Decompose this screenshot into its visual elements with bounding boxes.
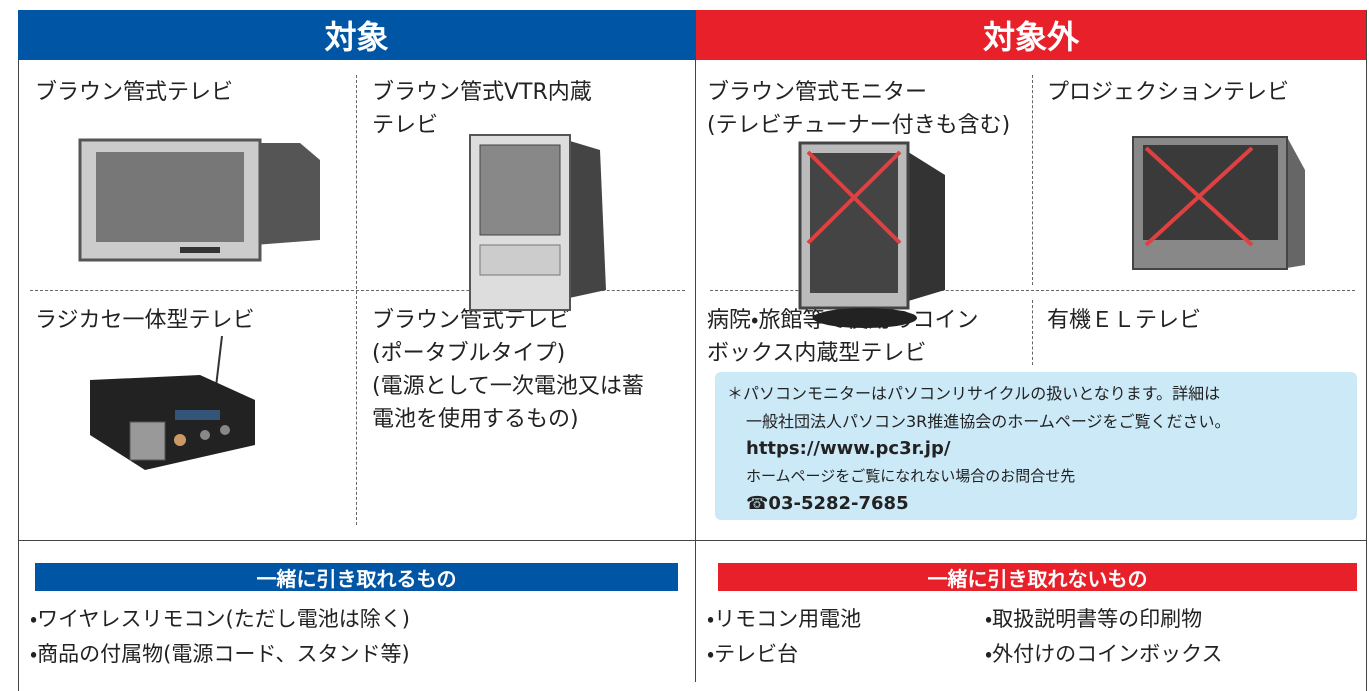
- bottom-title: 一緒に引き取れるもの: [35, 563, 678, 591]
- item-label: ブラウン管式VTR内蔵 テレビ: [372, 76, 592, 142]
- line: ブラウン管式VTR内蔵: [372, 80, 592, 105]
- note-line: ＊パソコンモニターはパソコンリサイクルの扱いとなります。詳細は: [727, 384, 1221, 403]
- line: ラジカセ一体型テレビ: [35, 308, 255, 333]
- item-label: ブラウン管式テレビ: [35, 76, 233, 109]
- line: (テレビチューナー付きも含む): [707, 113, 1011, 138]
- line: 有機ＥＬテレビ: [1047, 308, 1202, 333]
- list-item: ・リモコン用電池: [707, 607, 862, 631]
- line: プロジェクションテレビ: [1047, 80, 1290, 105]
- line: (電源として一次電池又は蓄: [372, 374, 644, 399]
- dash-v: [1032, 75, 1033, 285]
- radio-tv: [90, 335, 255, 470]
- vtr-tv: [469, 134, 606, 311]
- crt-monitor: [798, 141, 945, 328]
- note-line: ホームページをご覧になれない場合のお問合せ先: [746, 466, 1076, 485]
- note: ＊パソコンモニターはパソコンリサイクルの扱いとなります。詳細は 一般社団法人パソ…: [727, 380, 1231, 518]
- note-box: [715, 372, 1357, 520]
- list-item: ・外付けのコインボックス: [985, 642, 1223, 666]
- dash-v: [356, 75, 357, 525]
- dash-h: [710, 290, 1355, 291]
- line: ブラウン管式モニター: [707, 80, 928, 105]
- item-label: ブラウン管式テレビ (ポータブルタイプ) (電源として一次電池又は蓄 電池を使用するも…: [372, 304, 644, 436]
- line: ブラウン管式テレビ: [35, 80, 234, 105]
- illustrations: [78, 134, 1305, 470]
- header-excluded: 対象外: [696, 10, 1366, 60]
- line: 電池を使用するもの): [372, 407, 579, 432]
- header-target: 対象: [18, 10, 695, 60]
- line: (ポータブルタイプ): [372, 341, 566, 366]
- line: テレビ: [372, 113, 439, 138]
- note-url: https://www.pc3r.jp/: [746, 438, 951, 459]
- list-item: ・商品の付属物(電源コード、スタンド等): [30, 642, 410, 666]
- list-item: ・テレビ台: [707, 642, 799, 666]
- projection-tv: [1132, 136, 1305, 270]
- item-label: ブラウン管式モニター (テレビチューナー付きも含む): [707, 76, 1010, 142]
- item-label: 有機ＥＬテレビ: [1047, 304, 1201, 337]
- line: ボックス内蔵型テレビ: [707, 341, 927, 366]
- item-label: プロジェクションテレビ: [1047, 76, 1289, 109]
- dash-v: [1032, 300, 1033, 365]
- column-divider: [695, 10, 696, 682]
- dash-h: [30, 290, 685, 291]
- row-divider: [18, 540, 1366, 541]
- item-label: ラジカセ一体型テレビ: [35, 304, 255, 337]
- list-item: ・ワイヤレスリモコン(ただし電池は除く): [30, 607, 410, 631]
- list-item: ・取扱説明書等の印刷物: [985, 607, 1203, 631]
- line: ブラウン管式テレビ: [372, 308, 571, 333]
- note-phone: ☎03-5282-7685: [746, 493, 909, 514]
- bottom-title: 一緒に引き取れないもの: [718, 563, 1357, 591]
- crt-tv: [78, 138, 320, 262]
- note-line: 一般社団法人パソコン3R推進協会のホームページをご覧ください。: [746, 411, 1231, 431]
